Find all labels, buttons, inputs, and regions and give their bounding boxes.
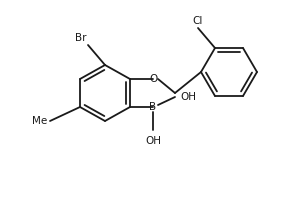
Text: Cl: Cl <box>193 16 203 26</box>
Text: OH: OH <box>145 136 161 146</box>
Text: OH: OH <box>180 92 196 102</box>
Text: B: B <box>149 102 156 112</box>
Text: Br: Br <box>76 33 87 43</box>
Text: Me: Me <box>32 116 47 126</box>
Text: O: O <box>149 74 157 84</box>
